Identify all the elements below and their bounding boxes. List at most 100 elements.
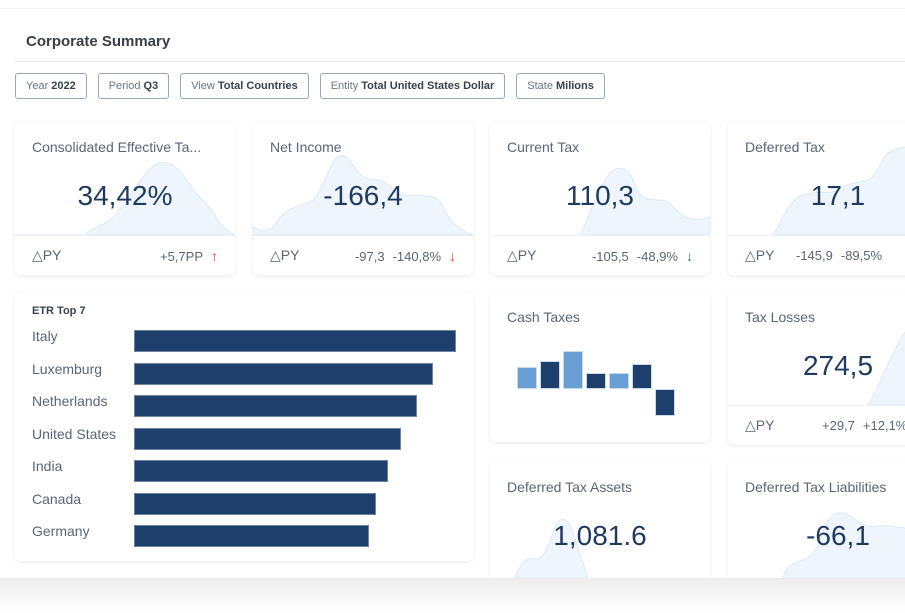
kpi-card-etr[interactable]: Consolidated Effective Ta... 34,42% △PY … — [15, 122, 235, 275]
kpi-value: 274,5 — [802, 350, 874, 381]
sparkline-area — [579, 167, 710, 235]
filter-value: Total Countries — [217, 80, 298, 92]
delta-percent: -48,9% — [636, 248, 678, 264]
kpi-title: Current Tax — [507, 139, 580, 155]
delta-absolute: -105,5 — [591, 248, 629, 264]
kpi-footer: △PY -105,5 -48,9% ↓ — [490, 235, 710, 275]
filter-label: Year — [26, 80, 49, 92]
filter-value: Q3 — [143, 80, 159, 92]
delta-py-label: △PY — [507, 247, 537, 263]
kpi-value: -66,1 — [806, 520, 870, 551]
kpi-card-deferred-tax[interactable]: Deferred Tax 17,1 △PY -145,9 -89,5% — [728, 122, 905, 275]
kpi-title: Net Income — [270, 139, 342, 155]
etr-bar[interactable] — [134, 330, 456, 352]
etr-bar[interactable] — [134, 427, 402, 450]
delta-percent: -89,5% — [840, 248, 883, 263]
delta-py-label: △PY — [270, 247, 300, 263]
cash-tax-bar[interactable] — [632, 364, 652, 389]
etr-category-label: Netherlands — [32, 393, 108, 409]
kpi-card-deferred-tax-liabilities[interactable]: Deferred Tax Liabilities -66,1 — [728, 462, 905, 578]
filter-label: View — [191, 80, 215, 92]
filter-label: Entity — [330, 80, 359, 92]
etr-bar[interactable] — [134, 525, 370, 547]
delta-values: -97,3 -140,8% ↓ — [355, 248, 456, 264]
delta-values: -105,5 -48,9% ↓ — [592, 248, 693, 264]
sparkline-area — [772, 146, 905, 235]
arrow-down-icon: ↓ — [686, 248, 693, 264]
sparkline-area — [253, 155, 473, 235]
kpi-title: Deferred Tax Liabilities — [745, 479, 887, 495]
delta-py-label: △PY — [745, 247, 775, 263]
sparkline-area — [782, 512, 905, 578]
kpi-footer: △PY +29,7 +12,1% — [728, 405, 905, 445]
etr-category-label: India — [32, 458, 63, 474]
kpi-value: 110,3 — [566, 180, 634, 211]
page-title: Corporate Summary — [26, 33, 171, 50]
top-divider — [0, 8, 905, 9]
cash-tax-bar[interactable] — [609, 373, 629, 389]
filter-label: State — [527, 80, 553, 92]
kpi-value: 34,42% — [77, 180, 173, 211]
etr-bar[interactable] — [134, 362, 434, 385]
sparkline-area — [867, 331, 905, 405]
bottom-fade — [0, 578, 905, 613]
cash-tax-bar[interactable] — [563, 351, 583, 389]
cash-tax-bar[interactable] — [586, 373, 606, 389]
kpi-footer: △PY -97,3 -140,8% ↓ — [253, 235, 473, 275]
filter-value: 2022 — [51, 80, 76, 92]
filter-label: Period — [108, 80, 141, 92]
kpi-value: 17,1 — [810, 180, 866, 211]
etr-category-label: Luxemburg — [32, 360, 103, 377]
corporate-summary-page: Corporate Summary Year 2022 Period Q3 View… — [0, 8, 905, 578]
delta-percent: +5,7PP — [159, 248, 203, 264]
etr-bar[interactable] — [134, 492, 376, 515]
delta-py-label: △PY — [32, 247, 62, 263]
kpi-title: Deferred Tax — [745, 139, 825, 155]
title-divider — [15, 61, 905, 62]
delta-percent: -140,8% — [392, 248, 441, 264]
arrow-down-icon: ↓ — [449, 248, 456, 264]
kpi-card-current-tax[interactable]: Current Tax 110,3 △PY -105,5 -48,9% ↓ — [490, 122, 710, 275]
kpi-value: -166,4 — [323, 180, 403, 211]
delta-py-label: △PY — [745, 417, 775, 433]
delta-absolute: -145,9 — [796, 248, 833, 263]
delta-absolute: +29,7 — [822, 418, 855, 433]
cash-taxes-card[interactable]: Cash Taxes — [490, 292, 710, 442]
filter-year[interactable]: Year 2022 — [15, 73, 87, 99]
filter-view[interactable]: View Total Countries — [180, 73, 309, 99]
filter-state[interactable]: State Milions — [516, 73, 605, 99]
chart-title: ETR Top 7 — [32, 305, 86, 317]
kpi-card-deferred-tax-assets[interactable]: Deferred Tax Assets 1,081.6 — [490, 462, 710, 578]
delta-values: -145,9 -89,5% — [796, 248, 882, 263]
kpi-footer: △PY -145,9 -89,5% — [728, 235, 905, 275]
cash-tax-bar[interactable] — [540, 361, 560, 389]
kpi-title: Cash Taxes — [507, 309, 580, 325]
etr-category-label: Germany — [32, 523, 90, 539]
filter-value: Milions — [555, 80, 594, 92]
filter-value: Total United States Dollar — [361, 80, 495, 92]
filter-entity[interactable]: Entity Total United States Dollar — [319, 73, 506, 99]
cash-tax-bar[interactable] — [517, 367, 537, 389]
filter-period[interactable]: Period Q3 — [97, 73, 170, 99]
cash-tax-bar[interactable] — [655, 389, 675, 416]
kpi-card-tax-losses[interactable]: Tax Losses 274,5 △PY +29,7 +12,1% — [728, 292, 905, 445]
delta-values: +29,7 +12,1% — [822, 418, 905, 433]
etr-category-label: Italy — [32, 328, 58, 344]
delta-percent: +12,1% — [862, 418, 905, 433]
etr-bar[interactable] — [134, 460, 389, 482]
kpi-title: Consolidated Effective Ta... — [32, 139, 202, 155]
kpi-title: Deferred Tax Assets — [507, 479, 633, 495]
delta-values: +5,7PP ↑ — [160, 248, 218, 264]
arrow-up-icon: ↑ — [211, 248, 218, 264]
kpi-title: Tax Losses — [745, 309, 816, 325]
etr-category-label: Canada — [32, 490, 82, 507]
sparkline-area — [15, 162, 235, 235]
etr-bar[interactable] — [134, 395, 418, 417]
delta-absolute: -97,3 — [354, 248, 385, 264]
kpi-value: 1,081.6 — [553, 520, 647, 551]
kpi-footer: △PY +5,7PP ↑ — [15, 235, 235, 275]
sparkline-area — [514, 518, 589, 578]
etr-category-label: United States — [32, 425, 117, 442]
etr-top7-card[interactable]: ETR Top 7 Italy Luxemburg Netherlands Unite… — [15, 292, 473, 561]
kpi-card-net-income[interactable]: Net Income -166,4 △PY -97,3 -140,8% ↓ — [253, 122, 473, 275]
